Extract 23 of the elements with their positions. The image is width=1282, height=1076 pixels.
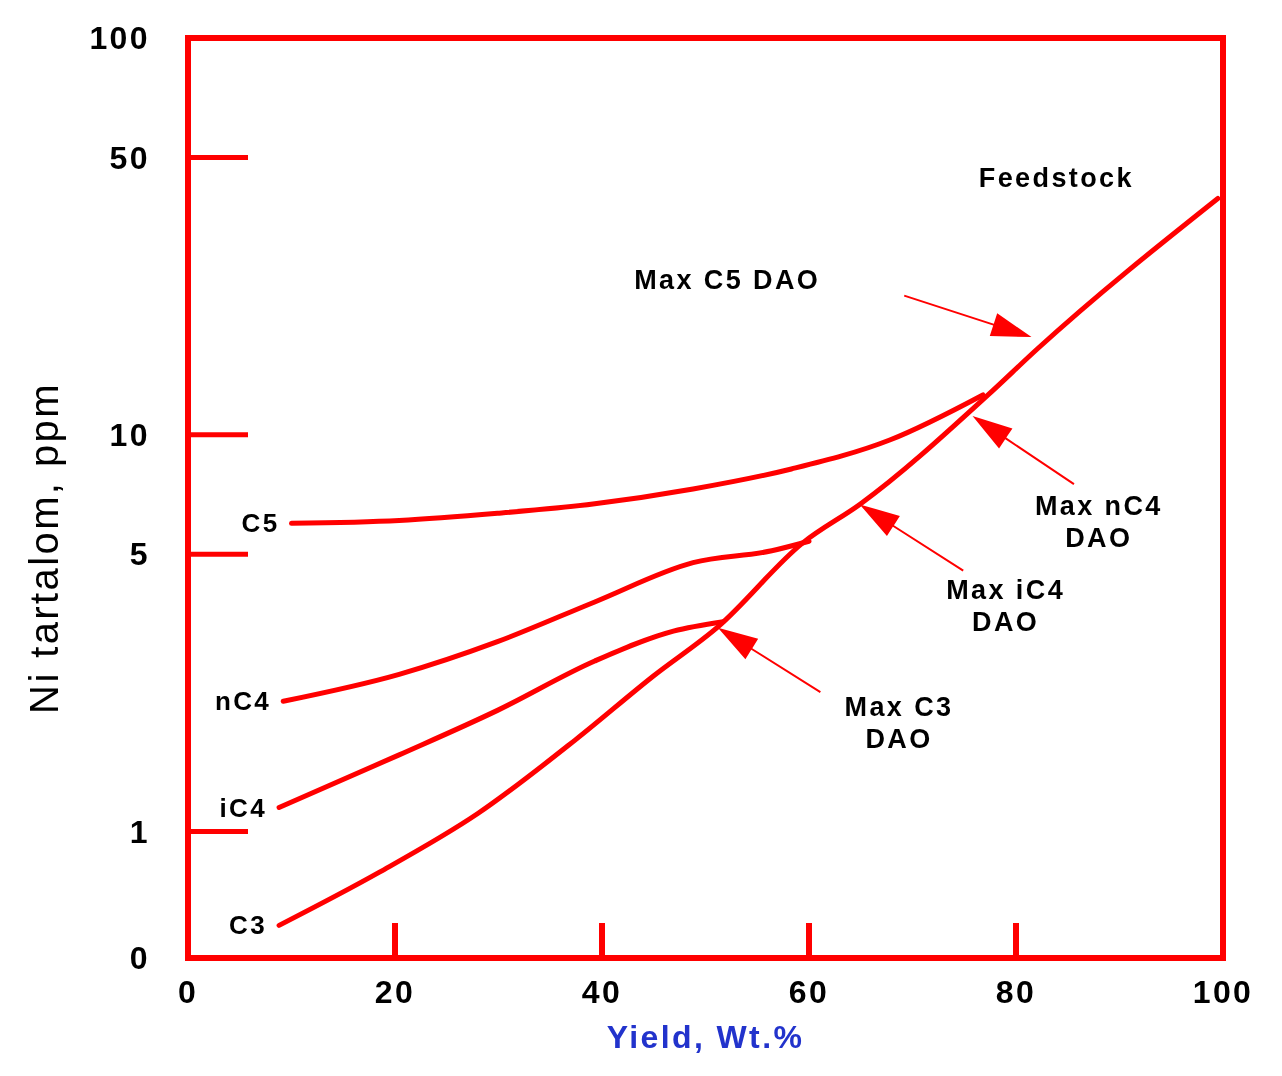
x-tick-label: 80: [995, 974, 1037, 1010]
series-label: C3: [229, 910, 268, 941]
annotation: Max C5 DAO: [634, 265, 821, 296]
series-label: C5: [241, 508, 280, 539]
x-tick-label: 100: [1192, 974, 1254, 1010]
y-tick-label: 1: [129, 813, 150, 850]
series-label: nC4: [214, 686, 272, 717]
annotation: Max iC4 DAO: [946, 575, 1066, 638]
y-axis-title: Ni tartalom, ppm: [22, 382, 66, 714]
y-tick-label: 50: [109, 139, 150, 176]
y-tick-label: 0: [129, 940, 150, 977]
x-tick-label: 40: [581, 974, 623, 1010]
y-tick-label: 10: [109, 416, 150, 453]
annotation: Max C3 DAO: [844, 692, 954, 755]
x-axis-title: Yield, Wt.%: [606, 1019, 805, 1055]
y-tick-label: 5: [129, 536, 150, 573]
x-tick-label: 0: [177, 974, 199, 1010]
x-tick-label: 60: [788, 974, 830, 1010]
x-tick-label: 20: [374, 974, 416, 1010]
y-tick-label: 100: [89, 20, 150, 57]
annotation: Feedstock: [978, 163, 1134, 194]
annotation: Max nC4 DAO: [1034, 490, 1163, 553]
series-label: iC4: [219, 792, 268, 823]
